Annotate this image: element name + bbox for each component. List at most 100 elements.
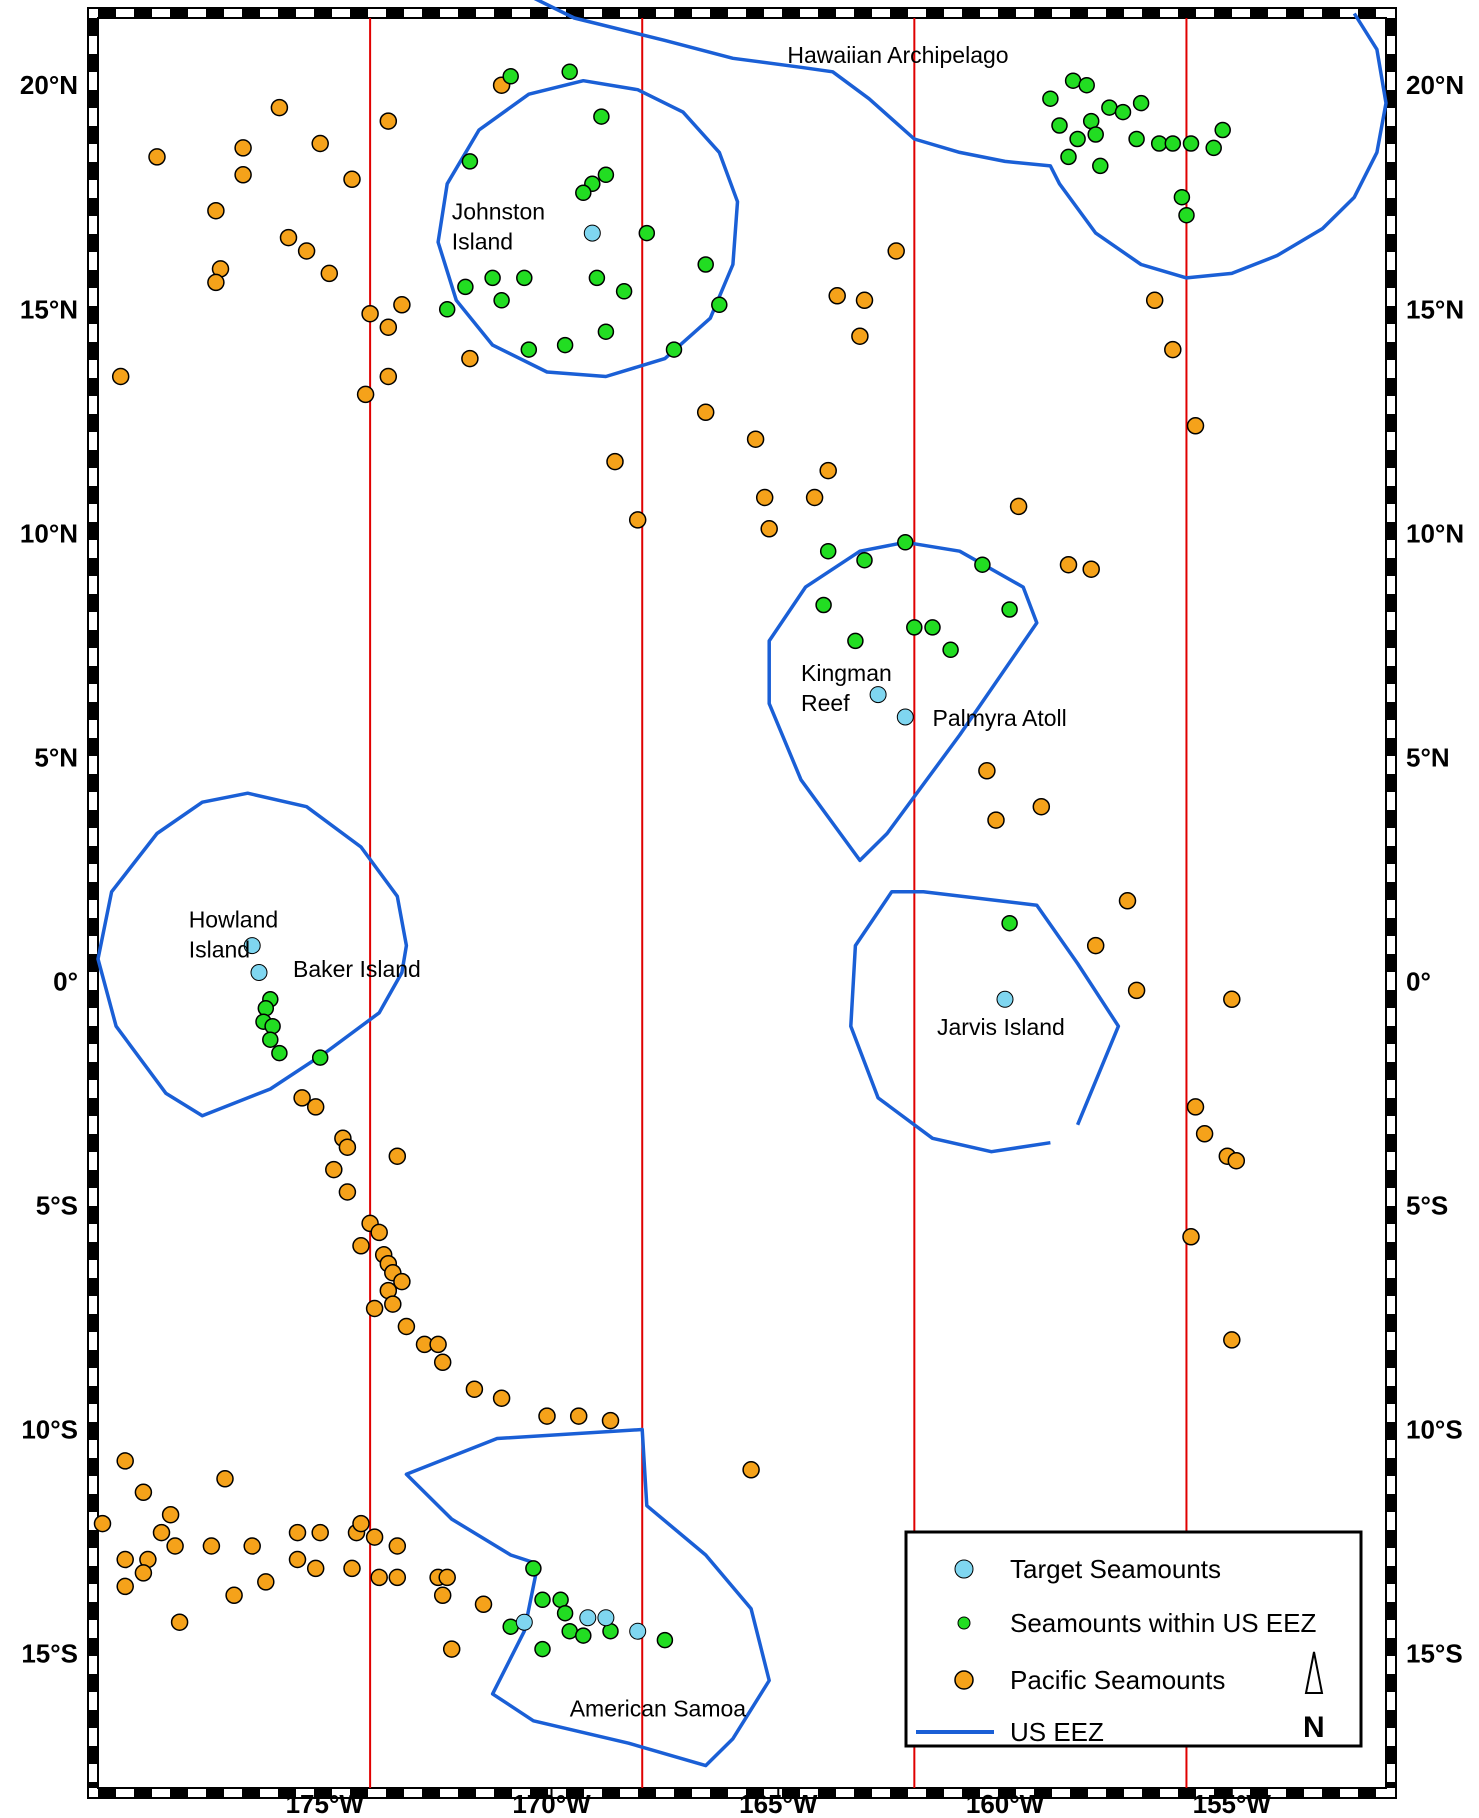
frame-segment (1386, 684, 1396, 702)
pacific-seamount-point (116, 1550, 134, 1569)
frame-segment (1386, 810, 1396, 828)
frame-segment (1386, 180, 1396, 198)
frame-segment (88, 1548, 98, 1566)
pacific-seamount-point (465, 1380, 484, 1398)
frame-segment (872, 8, 890, 18)
legend-symbol-us-eez-seamount (957, 1616, 971, 1630)
frame-segment (88, 1458, 98, 1476)
pacific-seamount-point (379, 112, 398, 130)
frame-segment (566, 1788, 584, 1798)
us-eez-seamount-point (665, 341, 683, 358)
frame-segment (88, 1566, 98, 1584)
frame-segment (1386, 1098, 1396, 1116)
us-eez-seamount-point (1214, 121, 1231, 139)
pacific-seamount-point (338, 1138, 357, 1156)
frame-segment (224, 1788, 242, 1798)
frame-segment (88, 1692, 98, 1710)
pacific-seamount-point (320, 264, 339, 283)
frame-segment (88, 666, 98, 684)
frame-segment (1386, 360, 1396, 378)
frame-segment (88, 450, 98, 468)
frame-segment (88, 630, 98, 648)
pacific-seamount-point (442, 1640, 461, 1658)
graticule-labels: 175°W 170°W 165°W 160°W 155°W 20°N 20°N 15°N 15°… (20, 70, 1464, 1818)
pacific-seamount-point (1227, 1151, 1246, 1170)
target-seamount-point (869, 686, 887, 704)
pacific-seamount-point (1009, 497, 1028, 516)
pacific-seamount-point (343, 170, 361, 189)
pacific-seamount-point (851, 327, 869, 345)
us-eez-seamount-point (561, 1622, 578, 1640)
frame-segment (98, 8, 116, 18)
pacific-seamounts (93, 76, 1246, 1658)
frame-segment (1196, 8, 1214, 18)
lat-tick-label-right: 20°N (1406, 70, 1464, 100)
frame-segment (188, 1788, 206, 1798)
us-eez-seamount-point (697, 256, 714, 273)
frame-segment (1386, 594, 1396, 612)
frame-segment (88, 1494, 98, 1512)
frame-segment (1386, 396, 1396, 414)
frame-segment (1250, 1788, 1268, 1798)
frame-segment (638, 1788, 656, 1798)
place-label-jarvis-island: Jarvis Island (937, 1014, 1065, 1040)
frame-segment (1386, 1404, 1396, 1422)
frame-segment (908, 8, 926, 18)
pacific-seamount-point (161, 1505, 180, 1524)
us-eez-seamount-point (1132, 94, 1150, 112)
frame-segment (1386, 270, 1396, 288)
frame-segment (152, 1788, 170, 1798)
frame-segment (1304, 1788, 1322, 1798)
us-eez-seamount-point (897, 534, 914, 551)
frame-segment (88, 486, 98, 504)
pacific-seamount-point (356, 385, 375, 404)
lat-tick-label-right: 0° (1406, 966, 1431, 996)
lon-tick-label: 175°W (286, 1789, 365, 1818)
lat-tick-label-right: 15°N (1406, 294, 1464, 324)
frame-segment (88, 864, 98, 882)
pacific-seamount-point (379, 318, 398, 336)
frame-segment (1386, 1584, 1396, 1602)
us-eez-seamount-point (1042, 90, 1059, 107)
pacific-seamount-point (111, 367, 130, 386)
frame-segment (1016, 8, 1034, 18)
frame-segment (1340, 8, 1358, 18)
frame-segment (872, 1788, 890, 1798)
frame-segment (476, 1788, 494, 1798)
frame-segment (1250, 8, 1268, 18)
frame-segment (88, 1530, 98, 1548)
pacific-seamount-point (361, 304, 379, 323)
frame-segment (88, 126, 98, 144)
frame-segment (1142, 1788, 1160, 1798)
frame-segment (88, 252, 98, 270)
legend: Target Seamounts Seamounts within US EEZ… (904, 1530, 1363, 1748)
frame-segment (1386, 144, 1396, 162)
frame-segment (88, 990, 98, 1008)
pacific-seamount-point (134, 1564, 153, 1582)
us-eez-seamount-point (556, 1604, 574, 1622)
frame-segment (88, 1620, 98, 1638)
frame-segment (710, 1788, 728, 1798)
pacific-seamount-point (379, 367, 398, 386)
frame-segment (764, 8, 782, 18)
frame-segment (1386, 666, 1396, 684)
us-eez-seamount-point (906, 619, 923, 636)
frame-segment (1196, 1788, 1214, 1798)
frame-segment (1386, 702, 1396, 720)
target-seamount-point (629, 1622, 647, 1640)
us-eez-seamount-point (1182, 135, 1200, 152)
us-eez-boundaries (96, 0, 1388, 1768)
frame-segment (88, 1386, 98, 1404)
frame-segment (1386, 1044, 1396, 1062)
pacific-seamount-point (987, 811, 1005, 829)
pacific-seamount-point (234, 139, 252, 157)
frame-segment (260, 1788, 278, 1798)
frame-segment (1386, 90, 1396, 108)
frame-segment (1322, 1788, 1340, 1798)
target-seamount-point (250, 964, 268, 981)
us-eez-seamount-point (1060, 148, 1077, 166)
pacific-seamount-point (1164, 340, 1182, 359)
lat-tick-label-left: 20°N (20, 70, 78, 100)
